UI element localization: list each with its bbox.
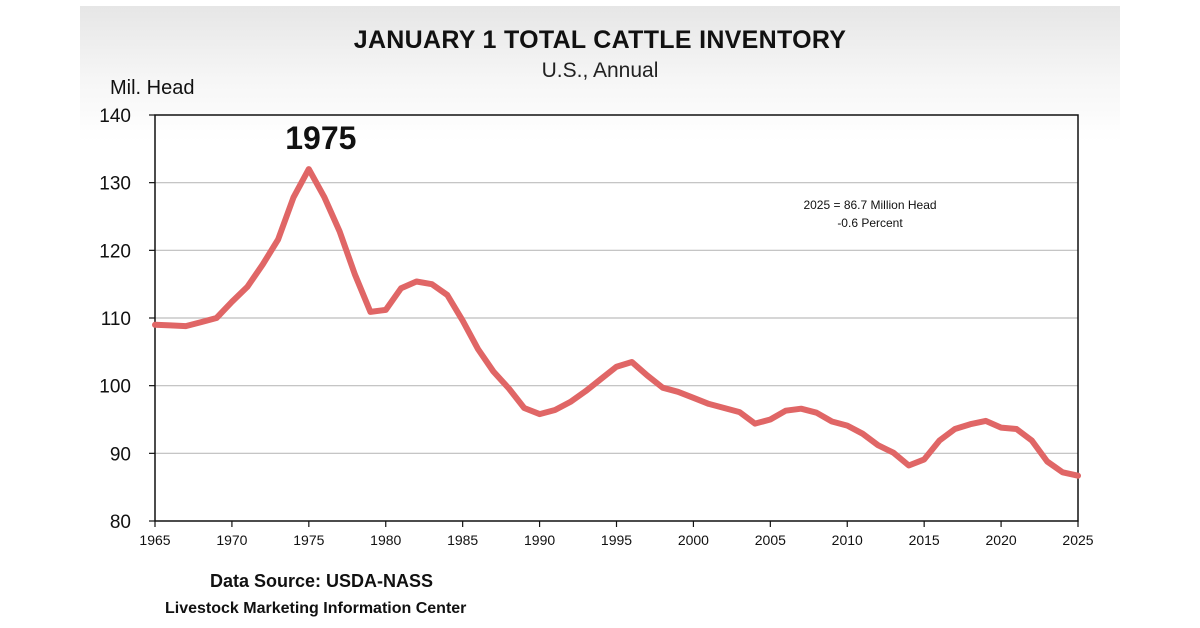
data-point-2021 — [1013, 426, 1019, 432]
data-point-1991 — [552, 407, 558, 413]
x-tick-label: 1985 — [447, 532, 478, 548]
data-point-1983 — [429, 281, 435, 287]
data-point-2014 — [906, 463, 912, 469]
data-point-1974 — [290, 195, 296, 201]
data-point-1982 — [414, 278, 420, 284]
series-line-cattle-inventory — [152, 166, 1081, 479]
data-point-2018 — [967, 421, 973, 427]
x-tick-label: 1975 — [293, 532, 324, 548]
data-point-1976 — [321, 194, 327, 200]
y-axis-ticks: 80 90 100 110 120 130 140 — [99, 106, 155, 533]
x-tick-label: 2005 — [755, 532, 786, 548]
annotation-note-line2: -0.6 Percent — [837, 216, 903, 230]
data-point-1988 — [506, 385, 512, 391]
x-tick-label: 2025 — [1062, 532, 1093, 548]
data-point-2007 — [798, 406, 804, 412]
organization-label: Livestock Marketing Information Center — [165, 600, 467, 617]
annotation-note-line1: 2025 = 86.7 Million Head — [803, 198, 936, 212]
data-point-2000 — [690, 395, 696, 401]
data-point-2009 — [829, 419, 835, 425]
chart-panel — [80, 6, 1120, 622]
data-point-2025 — [1075, 473, 1081, 479]
data-point-2003 — [737, 409, 743, 415]
data-point-2022 — [1029, 437, 1035, 443]
data-point-2008 — [813, 410, 819, 416]
data-point-2001 — [706, 401, 712, 407]
x-axis-ticks: 1965 1970 1975 1980 1985 1990 1995 2000 2005 2010… — [139, 521, 1094, 548]
data-point-2005 — [767, 417, 773, 422]
data-point-1992 — [567, 399, 573, 405]
data-point-2016 — [937, 437, 943, 443]
y-axis-label: Mil. Head — [110, 77, 195, 99]
y-tick-label: 80 — [110, 512, 131, 533]
data-point-1972 — [260, 262, 266, 268]
data-point-1968 — [198, 319, 204, 325]
data-point-1998 — [660, 385, 666, 391]
data-point-1980 — [383, 307, 389, 313]
x-tick-label: 1970 — [216, 532, 247, 548]
data-point-1981 — [398, 285, 404, 291]
data-point-1966 — [167, 322, 173, 328]
data-point-1978 — [352, 272, 358, 278]
chart-title: JANUARY 1 TOTAL CATTLE INVENTORY — [353, 26, 847, 54]
data-point-2023 — [1044, 458, 1050, 464]
y-tick-label: 110 — [101, 309, 131, 330]
x-tick-label: 1980 — [370, 532, 401, 548]
x-tick-label: 1965 — [139, 532, 170, 548]
y-tick-label: 120 — [99, 241, 131, 262]
data-point-1995 — [614, 364, 619, 370]
data-point-1985 — [460, 318, 466, 324]
data-point-2011 — [860, 431, 866, 437]
data-point-1997 — [644, 373, 650, 379]
data-point-1971 — [244, 284, 250, 290]
peak-annotation: 1975 — [285, 120, 356, 156]
data-point-1994 — [598, 376, 604, 382]
data-point-2002 — [721, 405, 727, 411]
data-point-1973 — [275, 237, 281, 243]
data-point-1986 — [475, 346, 481, 352]
data-point-1977 — [337, 228, 343, 234]
data-point-2012 — [875, 442, 881, 448]
data-point-1979 — [367, 309, 373, 315]
data-point-1970 — [229, 299, 235, 305]
data-point-1996 — [629, 359, 635, 365]
data-point-1999 — [675, 389, 681, 395]
x-tick-label: 2020 — [986, 532, 1017, 548]
data-point-2019 — [983, 418, 989, 424]
grid-lines — [155, 182, 1078, 454]
data-point-2020 — [998, 425, 1004, 431]
data-point-1984 — [444, 292, 450, 298]
data-point-1993 — [583, 388, 589, 394]
data-point-1967 — [183, 323, 189, 329]
y-tick-label: 100 — [99, 377, 131, 398]
chart-subtitle: U.S., Annual — [541, 59, 659, 82]
data-point-2006 — [783, 408, 789, 414]
data-point-2013 — [890, 450, 896, 456]
y-tick-label: 90 — [110, 444, 131, 465]
x-tick-label: 2010 — [832, 532, 863, 548]
x-tick-label: 1990 — [524, 532, 555, 548]
data-point-1969 — [214, 315, 220, 321]
data-point-1990 — [537, 411, 543, 417]
x-tick-label: 1995 — [601, 532, 632, 548]
x-tick-label: 2015 — [909, 532, 940, 548]
data-point-2010 — [844, 423, 850, 429]
data-point-1975 — [306, 166, 312, 172]
data-points — [152, 166, 1081, 479]
data-source-label: Data Source: USDA-NASS — [210, 571, 434, 591]
x-tick-label: 2000 — [678, 532, 709, 548]
data-point-1987 — [490, 368, 496, 374]
data-point-2004 — [752, 421, 758, 427]
data-point-2024 — [1060, 469, 1066, 475]
data-point-1965 — [152, 322, 158, 328]
data-point-2017 — [952, 426, 958, 432]
y-tick-label: 140 — [99, 106, 131, 127]
y-tick-label: 130 — [99, 174, 131, 195]
data-point-1989 — [521, 405, 527, 411]
data-point-2015 — [921, 456, 927, 462]
